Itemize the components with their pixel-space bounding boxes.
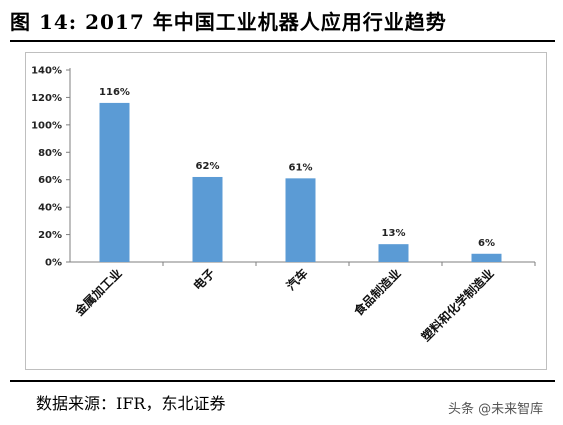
bar bbox=[285, 178, 316, 262]
title-divider bbox=[10, 40, 555, 42]
y-tick-label: 20% bbox=[38, 230, 62, 241]
y-tick-label: 80% bbox=[38, 148, 62, 159]
data-label: 13% bbox=[382, 228, 406, 239]
bar bbox=[192, 176, 223, 262]
data-label: 62% bbox=[196, 161, 220, 172]
bar bbox=[471, 253, 502, 262]
chart-title: 图 14: 2017 年中国工业机器人应用行业趋势 bbox=[10, 10, 447, 34]
category-label: 汽车 bbox=[283, 266, 311, 294]
data-label: 61% bbox=[289, 162, 313, 173]
y-tick-label: 120% bbox=[31, 93, 62, 104]
category-label: 食品制造业 bbox=[350, 266, 404, 320]
bar bbox=[378, 244, 409, 262]
data-label: 116% bbox=[99, 87, 130, 98]
data-label: 6% bbox=[478, 238, 495, 249]
chart-frame bbox=[25, 52, 547, 370]
source-note: 数据来源：IFR，东北证券 bbox=[36, 394, 226, 413]
y-tick-label: 140% bbox=[31, 66, 62, 77]
bar bbox=[99, 102, 130, 263]
category-label: 金属加工业 bbox=[71, 266, 125, 320]
watermark: 头条 @未来智库 bbox=[448, 402, 544, 417]
y-tick-label: 40% bbox=[38, 203, 62, 214]
y-tick-label: 0% bbox=[45, 258, 62, 269]
category-label: 电子 bbox=[190, 266, 218, 294]
source-divider bbox=[10, 380, 555, 382]
y-tick-label: 100% bbox=[31, 120, 62, 131]
category-label: 塑料和化学制造业 bbox=[418, 266, 496, 344]
y-tick-label: 60% bbox=[38, 175, 62, 186]
